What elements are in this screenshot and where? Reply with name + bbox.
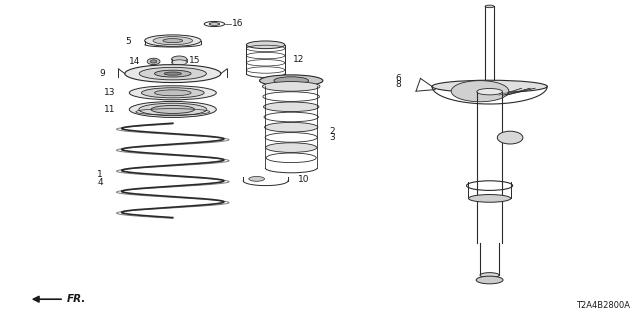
Text: T2A4B2800A: T2A4B2800A <box>577 301 630 310</box>
Ellipse shape <box>129 101 216 117</box>
Ellipse shape <box>266 143 317 152</box>
Ellipse shape <box>485 5 494 8</box>
Ellipse shape <box>129 86 216 100</box>
Text: 11: 11 <box>104 105 115 114</box>
Text: 14: 14 <box>129 57 141 66</box>
Ellipse shape <box>249 176 264 181</box>
Text: 4: 4 <box>97 178 103 187</box>
Ellipse shape <box>432 80 547 92</box>
Ellipse shape <box>451 81 509 102</box>
Ellipse shape <box>145 35 201 46</box>
Ellipse shape <box>497 131 523 144</box>
Text: 15: 15 <box>189 56 201 65</box>
Ellipse shape <box>153 36 193 45</box>
Ellipse shape <box>274 77 308 84</box>
Ellipse shape <box>262 82 320 91</box>
Text: 16: 16 <box>232 20 244 28</box>
Text: 5: 5 <box>125 37 131 46</box>
Ellipse shape <box>141 88 204 98</box>
Text: 6: 6 <box>395 74 401 83</box>
Ellipse shape <box>260 75 323 86</box>
Ellipse shape <box>155 70 191 77</box>
Ellipse shape <box>154 90 191 96</box>
Ellipse shape <box>164 72 182 75</box>
Text: FR.: FR. <box>67 294 86 304</box>
Ellipse shape <box>150 60 157 63</box>
Ellipse shape <box>125 65 221 83</box>
Text: 9: 9 <box>99 69 105 78</box>
Ellipse shape <box>147 58 160 65</box>
Ellipse shape <box>477 88 502 95</box>
Text: 10: 10 <box>298 175 309 184</box>
Text: 2: 2 <box>330 127 335 136</box>
Ellipse shape <box>480 273 499 278</box>
Ellipse shape <box>140 67 206 80</box>
Ellipse shape <box>172 56 187 62</box>
Ellipse shape <box>476 276 503 284</box>
Ellipse shape <box>264 102 319 112</box>
Text: 1: 1 <box>97 170 103 179</box>
Ellipse shape <box>139 103 207 116</box>
Ellipse shape <box>163 39 182 43</box>
Text: 13: 13 <box>104 88 115 97</box>
Ellipse shape <box>172 60 187 65</box>
Text: 3: 3 <box>330 133 335 142</box>
Ellipse shape <box>468 195 511 202</box>
Ellipse shape <box>264 122 318 132</box>
Text: 12: 12 <box>292 55 304 64</box>
Text: 8: 8 <box>395 80 401 89</box>
Ellipse shape <box>151 105 195 113</box>
Ellipse shape <box>246 41 285 49</box>
